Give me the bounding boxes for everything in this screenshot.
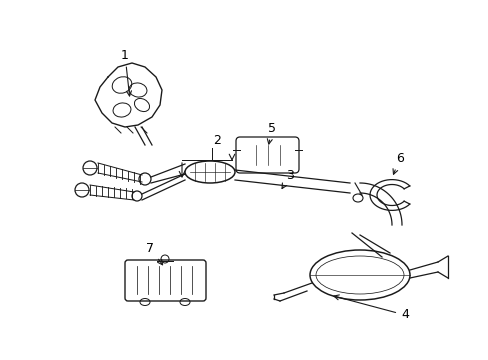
Text: 6: 6: [392, 152, 403, 174]
Text: 2: 2: [213, 134, 221, 147]
Text: 7: 7: [146, 242, 162, 265]
Text: 4: 4: [333, 295, 408, 321]
Text: 1: 1: [121, 49, 131, 96]
Text: 5: 5: [267, 122, 275, 144]
Text: 3: 3: [282, 168, 293, 189]
